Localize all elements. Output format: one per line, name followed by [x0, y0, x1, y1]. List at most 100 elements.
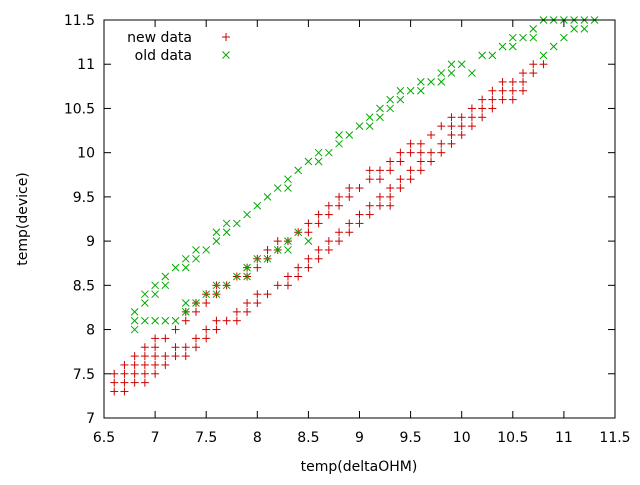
data-point: [273, 237, 282, 246]
data-point: [467, 104, 476, 113]
data-point: [335, 228, 344, 237]
y-tick-label: 7.5: [73, 367, 95, 383]
data-point: [140, 343, 149, 352]
data-point: [447, 122, 456, 131]
data-point: [427, 148, 436, 157]
data-point: [396, 184, 405, 193]
data-point: [140, 378, 149, 387]
data-point: [437, 148, 446, 157]
data-point: [232, 316, 241, 325]
data-point: [447, 60, 456, 69]
data-point: [467, 122, 476, 131]
data-point: [181, 254, 190, 263]
data-point: [212, 325, 221, 334]
data-point: [447, 113, 456, 122]
data-point: [457, 113, 466, 122]
data-point: [529, 69, 538, 78]
data-point: [539, 60, 548, 69]
data-point: [304, 219, 313, 228]
data-point: [508, 86, 517, 95]
x-axis-label: temp(deltaOHM): [301, 459, 418, 475]
data-point: [222, 316, 231, 325]
y-tick-label: 8.5: [73, 278, 95, 294]
data-point: [508, 77, 517, 86]
data-point: [222, 281, 231, 290]
data-point: [120, 387, 129, 396]
data-point: [110, 369, 119, 378]
data-point: [467, 113, 476, 122]
data-points: [110, 16, 599, 396]
data-point: [478, 113, 487, 122]
data-point: [478, 104, 487, 113]
data-point: [427, 130, 436, 139]
data-point: [335, 237, 344, 246]
x-tick-label: 9: [355, 430, 364, 446]
data-point: [498, 86, 507, 95]
data-point: [396, 148, 405, 157]
x-tick-label: 10.5: [497, 430, 528, 446]
data-point: [263, 290, 272, 299]
data-point: [151, 281, 159, 290]
data-point: [345, 228, 354, 237]
data-point: [273, 184, 282, 192]
data-point: [181, 352, 190, 361]
data-point: [406, 166, 415, 175]
data-point: [222, 219, 231, 228]
data-point: [171, 352, 180, 361]
data-point: [529, 60, 538, 69]
data-point: [508, 33, 517, 42]
data-point: [171, 316, 180, 325]
x-tick-label: 10: [453, 430, 471, 446]
data-point: [161, 272, 170, 281]
data-point: [396, 157, 405, 166]
data-point: [427, 157, 436, 166]
data-point: [488, 86, 497, 95]
data-point: [355, 219, 364, 228]
data-point: [253, 290, 262, 299]
data-point: [202, 299, 211, 308]
data-point: [151, 352, 160, 361]
data-point: [437, 78, 446, 86]
data-point: [365, 201, 374, 210]
data-point: [141, 290, 149, 299]
data-point: [314, 210, 323, 219]
data-point: [192, 246, 200, 254]
data-point: [324, 210, 333, 219]
data-point: [365, 210, 374, 219]
data-point: [365, 175, 374, 184]
data-point: [140, 360, 149, 369]
data-point: [294, 228, 303, 237]
data-point: [141, 316, 149, 325]
data-point: [141, 299, 149, 307]
data-point: [386, 192, 395, 201]
x-tick-label: 9.5: [399, 430, 421, 446]
data-point: [171, 263, 180, 272]
data-point: [519, 77, 528, 86]
data-point: [283, 281, 292, 290]
data-point: [304, 254, 313, 263]
data-point: [304, 157, 313, 166]
legend: new data old data: [127, 30, 230, 64]
data-point: [478, 51, 486, 60]
data-point: [120, 378, 129, 387]
data-point: [120, 369, 129, 378]
y-tick-label: 9: [86, 234, 95, 250]
data-point: [386, 157, 395, 166]
data-point: [284, 175, 292, 184]
data-point: [181, 343, 190, 352]
data-point: [519, 69, 528, 78]
data-point: [294, 166, 303, 175]
data-point: [304, 228, 313, 237]
data-point: [416, 157, 425, 166]
y-tick-label: 8: [86, 323, 95, 339]
y-tick-label: 11: [77, 57, 95, 73]
data-point: [324, 237, 333, 246]
data-point: [263, 245, 272, 254]
y-axis-ticks: 7 7.5 8 8.5 9 9.5 10 10.5 11 11.5: [64, 13, 615, 427]
plot-frame: [103, 19, 616, 419]
data-point: [375, 175, 384, 184]
data-point: [314, 148, 323, 157]
data-point: [345, 192, 354, 201]
